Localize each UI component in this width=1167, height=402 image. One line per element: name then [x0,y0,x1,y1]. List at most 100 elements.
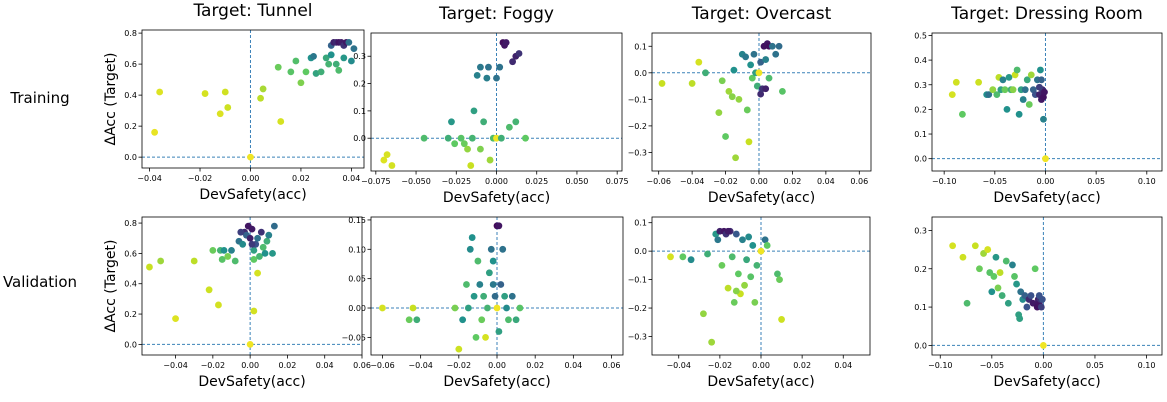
data-point [959,253,967,261]
data-point [459,316,467,324]
data-point [495,328,503,335]
data-point [728,93,736,101]
x-tick-label: 0.04 [834,361,852,370]
x-tick-label: −0.06 [370,361,395,370]
data-point [413,316,421,324]
y-axis-label: ΔAcc (Target) [103,240,119,333]
data-point [512,316,520,324]
data-point [317,68,325,76]
x-tick-label: 0.10 [1138,361,1156,370]
data-point [1040,115,1047,123]
data-point [322,54,330,62]
y-tick-label: 0.4 [124,280,137,289]
data-point [732,287,740,295]
data-point [457,134,465,142]
data-point [508,292,516,300]
data-point [728,253,736,261]
y-tick-label: 0.00 [348,304,366,313]
data-point [778,316,785,323]
data-point [345,39,353,46]
data-point [1009,261,1016,269]
data-point [1009,86,1017,94]
data-point [277,118,285,125]
data-point [246,340,254,348]
data-point [201,90,209,97]
data-point [274,63,282,71]
data-point [489,257,497,265]
data-point [474,257,482,265]
data-point [772,50,780,58]
x-tick-label: 0.05 [1087,177,1105,186]
chart-title: Target: Dressing Room [950,4,1143,24]
x-axis-label: DevSafety(acc) [993,374,1100,390]
data-point [190,257,198,265]
data-point [269,249,276,257]
data-point [1015,110,1023,118]
data-point [256,253,263,260]
x-tick-label: −0.02 [713,177,738,186]
data-point [695,58,703,66]
data-point [765,74,773,82]
data-point [762,56,770,63]
data-point [480,118,488,126]
data-point [451,304,459,312]
x-tick-label: 0.025 [525,177,548,186]
data-point [383,151,391,159]
y-tick-label: 0.1 [914,303,927,312]
data-point [1001,86,1009,94]
data-point [455,345,463,353]
data-point [745,233,753,241]
x-tick-label: −0.075 [361,177,391,186]
y-tick-label: −0.3 [628,148,647,157]
data-point [998,292,1006,299]
data-point [218,256,226,263]
data-point [1035,292,1043,299]
x-tick-label: 0.04 [316,361,334,370]
data-point [335,66,343,74]
data-point [1019,96,1027,103]
data-point [1013,280,1020,288]
data-point [1027,292,1035,299]
data-point [216,110,224,118]
y-tick-label: −0.2 [628,122,647,131]
data-point [512,118,520,126]
x-tick-label: 0.00 [242,174,260,183]
data-point [248,240,256,248]
data-point [499,245,507,253]
data-point [379,304,386,312]
data-point [265,231,273,239]
data-point [157,257,165,265]
data-point [292,57,300,65]
data-point [704,250,711,258]
data-point [261,249,269,257]
x-tick-label: 0.02 [784,177,802,186]
data-point [483,74,491,82]
data-point [444,134,452,142]
data-point [482,333,489,341]
data-point [735,95,743,103]
x-axis-label: DevSafety(acc) [443,374,550,390]
data-point [347,57,355,65]
data-point [224,253,232,260]
y-tick-label: 0.4 [124,91,137,100]
scatter-panel-4: −0.10 −0.05 0.00 0.05 0.10 0.0 0.1 0.2 0.3 0.4 0.5… [914,4,1163,206]
data-point [470,107,478,115]
data-point [658,80,666,87]
data-point [263,237,271,245]
data-point [1003,105,1011,113]
y-tick-label: 0.15 [348,216,366,225]
scatter-panel-1: −0.04 −0.02 0.00 0.02 0.04 0.0 0.2 0.4 0.6 0.8 Dev… [103,1,365,203]
y-tick-label: 0.8 [124,219,137,228]
data-point [1013,66,1021,74]
data-point [325,60,333,68]
data-point [332,60,340,68]
data-point [749,242,757,249]
data-point [747,273,755,281]
data-point [487,245,495,253]
scatter-panel-7: −0.04 −0.02 0.00 0.02 0.04 −0.3 −0.2 −0.1 0.0 0.1… [628,216,871,390]
y-tick-label: 0.0 [914,341,927,350]
data-point [239,240,247,248]
data-point [248,225,256,233]
y-tick-label: −0.1 [628,276,647,285]
data-point [1039,342,1047,349]
